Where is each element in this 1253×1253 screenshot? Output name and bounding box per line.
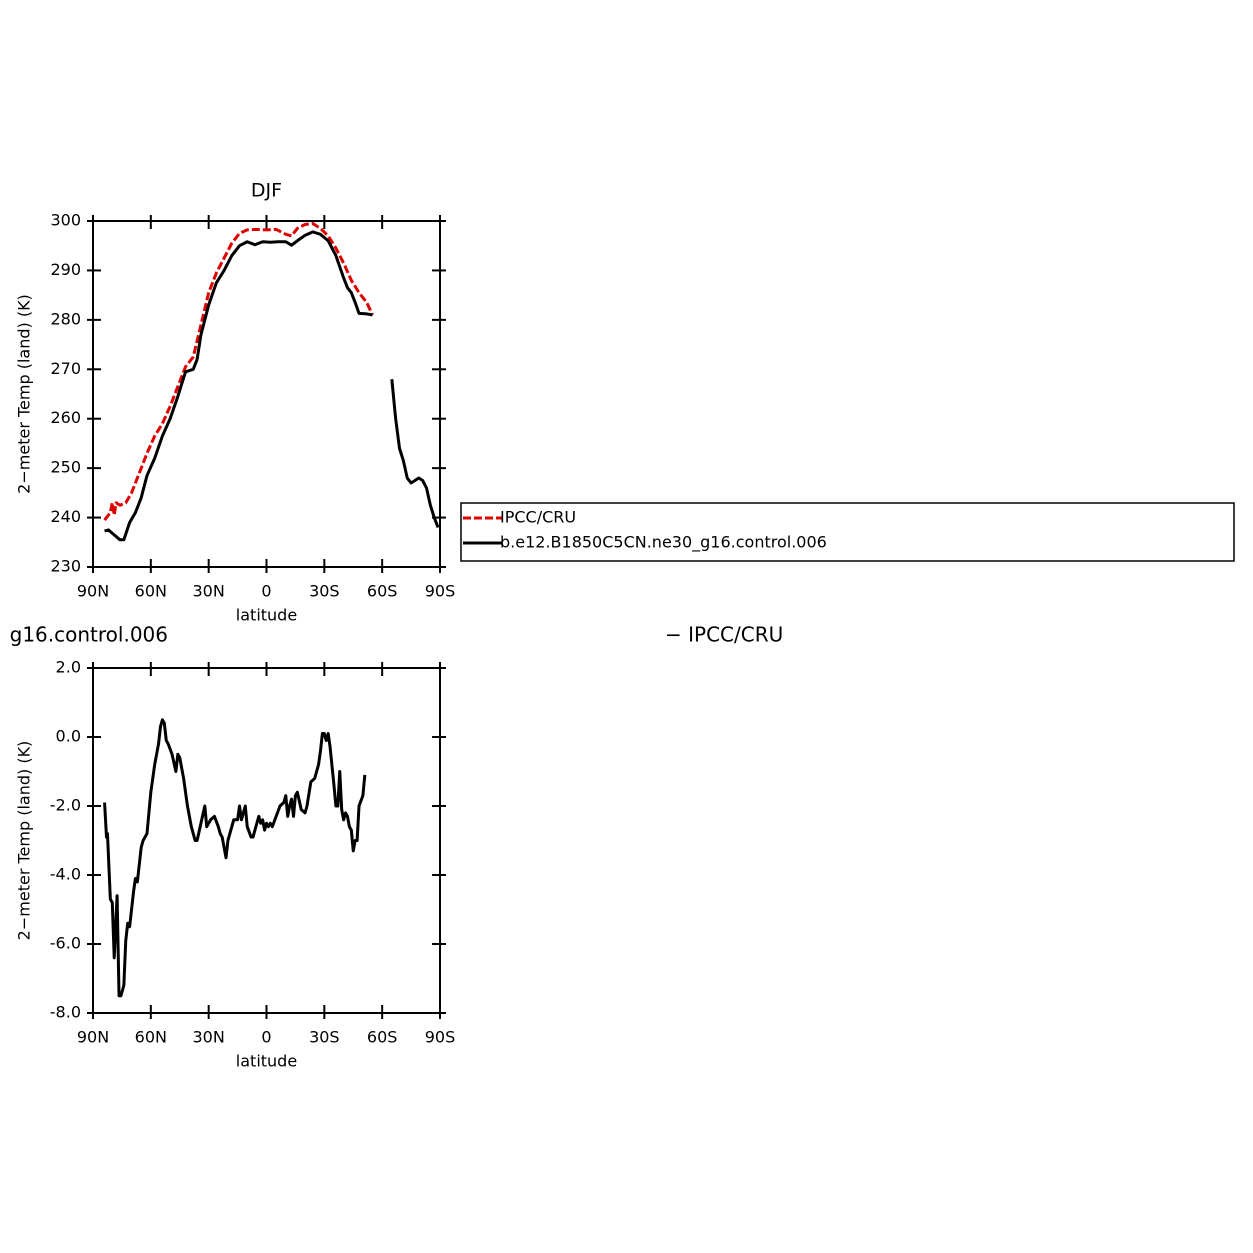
y-tick-label: 260 bbox=[50, 408, 81, 427]
chart-title: g16.control.006 bbox=[10, 623, 168, 647]
y-tick-label: 230 bbox=[50, 557, 81, 576]
x-tick-label: 90S bbox=[425, 1028, 456, 1047]
x-tick-label: 60S bbox=[367, 1028, 398, 1047]
y-axis-label: 2−meter Temp (land) (K) bbox=[15, 741, 34, 941]
y-axis-label: 2−meter Temp (land) (K) bbox=[15, 294, 34, 494]
y-tick-label: -2.0 bbox=[50, 796, 81, 815]
legend-label: IPCC/CRU bbox=[500, 508, 576, 527]
plot-frame bbox=[92, 667, 441, 1014]
x-tick-label: 0 bbox=[261, 582, 271, 601]
y-tick-label: 290 bbox=[50, 260, 81, 279]
y-tick-label: -8.0 bbox=[50, 1003, 81, 1022]
y-tick-label: 250 bbox=[50, 458, 81, 477]
y-tick-label: -6.0 bbox=[50, 934, 81, 953]
data-line bbox=[103, 718, 367, 998]
x-tick-label: 60N bbox=[135, 582, 167, 601]
x-tick-label: 30S bbox=[309, 1028, 340, 1047]
x-tick-label: 60S bbox=[367, 582, 398, 601]
x-axis-label: latitude bbox=[236, 1052, 297, 1071]
x-tick-label: 60N bbox=[135, 1028, 167, 1047]
x-tick-label: 30N bbox=[193, 582, 225, 601]
x-tick-label: 90N bbox=[77, 1028, 109, 1047]
chart-title: − IPCC/CRU bbox=[665, 623, 783, 647]
y-tick-label: 0.0 bbox=[56, 727, 81, 746]
x-tick-label: 0 bbox=[261, 1028, 271, 1047]
y-tick-label: 270 bbox=[50, 359, 81, 378]
x-tick-label: 30N bbox=[193, 1028, 225, 1047]
legend-label: b.e12.B1850C5CN.ne30_g16.control.006 bbox=[500, 533, 827, 553]
data-line bbox=[103, 221, 374, 521]
x-tick-label: 90S bbox=[425, 582, 456, 601]
data-line bbox=[104, 230, 440, 542]
x-tick-label: 90N bbox=[77, 582, 109, 601]
x-axis-label: latitude bbox=[236, 606, 297, 625]
y-tick-label: 240 bbox=[50, 507, 81, 526]
y-tick-label: -4.0 bbox=[50, 865, 81, 884]
chart-title: DJF bbox=[251, 180, 282, 202]
plot-frame bbox=[92, 220, 441, 568]
y-tick-label: 2.0 bbox=[56, 658, 81, 677]
legend-box bbox=[460, 502, 1235, 562]
y-tick-label: 280 bbox=[50, 309, 81, 328]
x-tick-label: 30S bbox=[309, 582, 340, 601]
y-tick-label: 300 bbox=[50, 211, 81, 230]
